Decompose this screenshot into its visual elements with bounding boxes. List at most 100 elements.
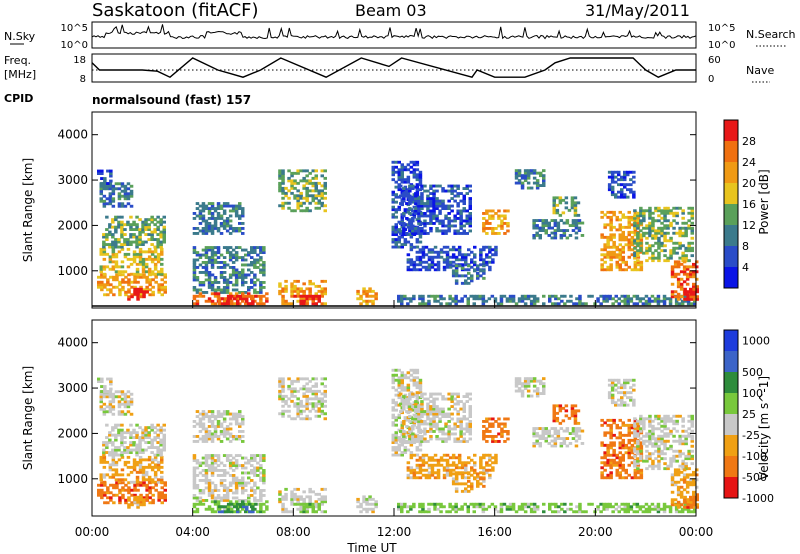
velocity-cell [259, 494, 263, 497]
velocity-cell [311, 490, 315, 494]
power-cell [571, 229, 576, 232]
velocity-cell [433, 463, 438, 467]
power-cell [153, 255, 158, 259]
power-cell [438, 222, 442, 225]
power-cell [201, 253, 206, 257]
power-cell [571, 219, 576, 222]
power-cell [453, 224, 457, 228]
power-cell [669, 221, 673, 225]
power-cell [120, 270, 125, 274]
velocity-cell [114, 453, 118, 457]
velocity-cell [262, 479, 266, 482]
velocity-cell [417, 407, 421, 411]
power-cell [453, 194, 457, 198]
power-cell [682, 280, 687, 284]
power-cell [302, 176, 306, 180]
power-cell [675, 251, 679, 255]
velocity-cell [444, 432, 448, 436]
velocity-cell [253, 454, 257, 457]
power-cell [609, 215, 613, 219]
power-cell [99, 192, 103, 196]
power-cell [259, 297, 263, 301]
power-cell [213, 278, 218, 282]
velocity-cell [436, 471, 441, 475]
velocity-cell [499, 510, 504, 514]
power-cell [123, 204, 128, 208]
velocity-cell [429, 425, 433, 428]
velocity-cell [219, 422, 224, 426]
velocity-cell [234, 454, 239, 457]
velocity-cell [451, 468, 456, 472]
velocity-cell [399, 410, 403, 413]
power-cell [159, 235, 163, 239]
velocity-cell [160, 486, 164, 490]
power-cell [682, 270, 687, 274]
power-cell [648, 226, 652, 230]
velocity-cell [123, 446, 127, 449]
velocity-cell [157, 493, 161, 497]
velocity-cell [323, 417, 327, 421]
velocity-cell [488, 463, 492, 467]
velocity-cell [442, 505, 446, 509]
power-cell [320, 196, 324, 200]
power-cell [557, 302, 561, 306]
power-cell [436, 299, 440, 303]
power-cell [679, 287, 684, 291]
velocity-cell [481, 505, 486, 509]
velocity-cell [204, 427, 209, 431]
power-cell [684, 221, 688, 225]
power-cell [299, 297, 303, 301]
power-cell [207, 209, 212, 213]
power-cell [132, 228, 136, 231]
power-cell [147, 218, 151, 222]
power-cell [296, 206, 300, 210]
power-cell [678, 206, 682, 210]
velocity-cell [225, 432, 230, 436]
power-cell [620, 294, 624, 298]
power-cell [414, 207, 418, 210]
velocity-cell [120, 436, 124, 439]
power-cell [618, 248, 622, 252]
power-cell [102, 243, 106, 246]
velocity-cell [394, 418, 398, 422]
velocity-cell [284, 409, 288, 413]
velocity-cell [234, 412, 239, 416]
power-cell [490, 294, 495, 298]
power-cell [204, 268, 209, 272]
power-cell [636, 241, 640, 245]
velocity-cell [219, 474, 224, 477]
power-cell [636, 226, 640, 230]
power-cell [647, 299, 652, 303]
power-cell [684, 249, 688, 253]
power-cell [683, 292, 687, 296]
power-cell [532, 219, 536, 222]
velocity-cell [265, 500, 269, 504]
power-cell [102, 187, 107, 191]
power-cell [610, 173, 615, 177]
power-cell [222, 219, 227, 223]
velocity-cell [459, 435, 463, 438]
power-cell [408, 187, 412, 190]
velocity-cell [314, 382, 318, 386]
power-cell [238, 276, 242, 279]
power-cell [617, 302, 621, 306]
velocity-cell [442, 476, 447, 480]
velocity-cell [368, 507, 372, 511]
velocity-cell [451, 505, 455, 509]
power-cell [308, 287, 312, 291]
power-cell [642, 231, 646, 235]
velocity-cell [204, 471, 209, 475]
velocity-cell [464, 463, 468, 467]
power-cell [281, 179, 285, 183]
power-cell [639, 241, 643, 245]
velocity-cell [201, 417, 206, 421]
power-cell [609, 253, 613, 257]
power-cell [636, 260, 641, 264]
power-cell [603, 223, 607, 227]
velocity-cell [108, 395, 113, 399]
power-cell [690, 214, 694, 218]
power-cell [678, 229, 682, 233]
power-cell [435, 219, 439, 223]
power-cell [654, 249, 658, 253]
power-cell [397, 173, 401, 177]
